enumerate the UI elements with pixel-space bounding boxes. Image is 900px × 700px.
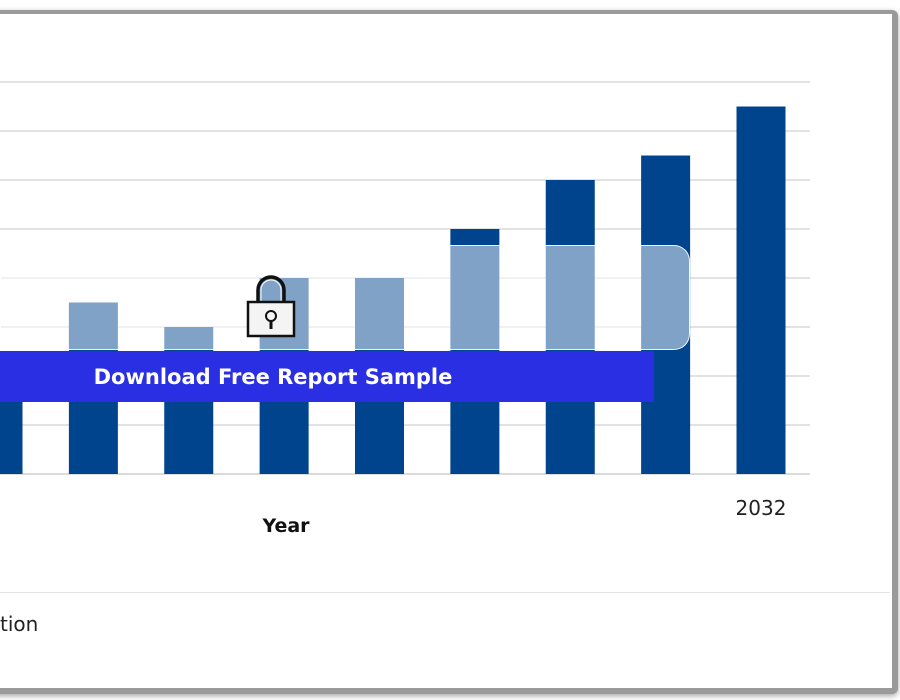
bar-9 — [736, 106, 786, 474]
lock-icon — [246, 275, 296, 338]
divider — [0, 592, 890, 593]
download-free-report-sample-button[interactable]: Download Free Report Sample — [0, 351, 654, 402]
download-button-label: Download Free Report Sample — [93, 364, 453, 389]
locked-overlay-panel — [0, 245, 690, 350]
x-tick-label-2032: 2032 — [735, 496, 787, 520]
x-axis-title: Year — [262, 515, 310, 537]
footer-caption: tion — [0, 612, 39, 636]
